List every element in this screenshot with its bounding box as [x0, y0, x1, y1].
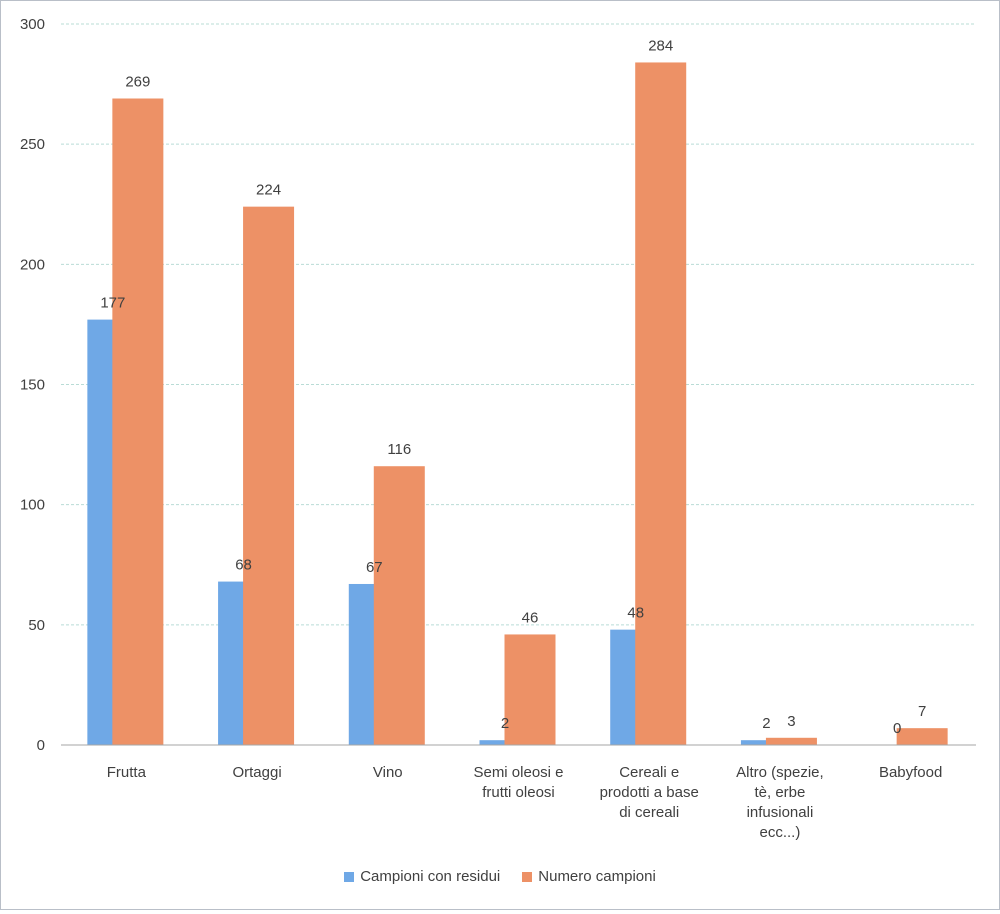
data-label: 2 — [501, 715, 509, 732]
bar-numero-campioni — [765, 737, 817, 745]
legend-label-series-2: Numero campioni — [538, 868, 656, 885]
y-tick-label: 250 — [20, 136, 45, 153]
y-tick-label: 50 — [28, 617, 45, 634]
bar-numero-campioni — [373, 466, 425, 745]
x-category-label: Altro (spezie, tè, erbe infusionali ecc...) — [736, 764, 824, 841]
x-category-label: Semi oleosi e frutti oleosi — [473, 764, 563, 801]
data-label: 67 — [366, 559, 383, 576]
x-category-label: Babyfood — [879, 764, 942, 781]
bar-numero-campioni — [896, 728, 948, 745]
legend-swatch-series-2 — [522, 871, 533, 882]
data-label: 7 — [918, 703, 926, 720]
data-label: 3 — [787, 713, 795, 730]
bar-numero-campioni — [112, 98, 164, 745]
bar-numero-campioni — [243, 206, 295, 746]
gridlines — [61, 23, 976, 626]
bar-numero-campioni — [504, 634, 556, 745]
legend-item-series-1: Campioni con residui — [344, 868, 500, 885]
legend-swatch-series-1 — [344, 871, 355, 882]
legend-item-series-2: Numero campioni — [522, 868, 656, 885]
data-label: 269 — [125, 74, 150, 91]
x-category-label: Ortaggi — [232, 764, 281, 781]
data-label: 2 — [762, 715, 770, 732]
legend-label-series-1: Campioni con residui — [360, 868, 501, 885]
x-category-label: Frutta — [107, 764, 147, 781]
y-axis-ticks: 0 50 100 150 200 250 300 — [20, 16, 45, 754]
x-category-label: Cereali e prodotti a base di cereali — [600, 764, 699, 821]
x-axis-categories: Frutta Ortaggi Vino Semi oleosi e frutti ole… — [107, 764, 943, 841]
data-label: 284 — [648, 37, 673, 54]
data-label: 224 — [256, 182, 281, 199]
data-label: 68 — [235, 557, 252, 574]
y-tick-label: 150 — [20, 377, 45, 394]
data-label: 177 — [100, 295, 125, 312]
y-tick-label: 100 — [20, 497, 45, 514]
data-label: 116 — [387, 441, 411, 458]
bar-numero-campioni — [635, 62, 687, 746]
bars — [87, 62, 948, 746]
y-tick-label: 200 — [20, 256, 45, 273]
y-tick-label: 0 — [37, 737, 45, 754]
data-label: 0 — [893, 720, 901, 737]
x-category-label: Vino — [373, 764, 403, 781]
data-label: 48 — [627, 605, 644, 622]
y-tick-label: 300 — [20, 16, 45, 33]
legend: Campioni con residui Numero campioni — [0, 868, 1000, 885]
data-label: 46 — [522, 609, 539, 626]
